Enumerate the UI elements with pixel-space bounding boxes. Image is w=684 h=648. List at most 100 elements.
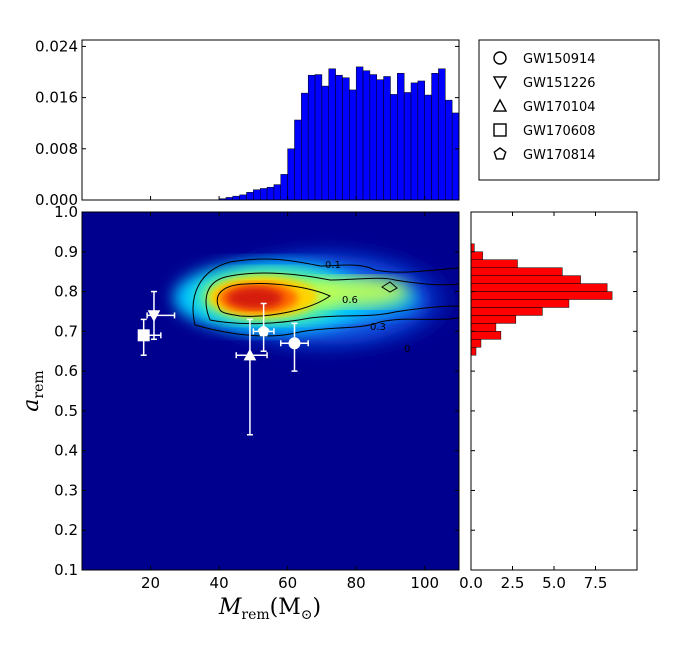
x-axis-title: Mrem(M⊙) (218, 595, 321, 623)
top-histogram-bar (403, 92, 412, 201)
main-x-tick-label: 100 (410, 574, 439, 592)
right-histogram-bar (470, 267, 563, 276)
main-y-tick-label: 0.4 (54, 442, 78, 460)
top-histogram-bar (349, 89, 357, 201)
top-histogram-bar (431, 73, 439, 201)
top-y-tick-label: 0.000 (35, 191, 78, 209)
top-histogram-bar (355, 66, 364, 201)
top-histogram-bar (417, 80, 425, 201)
main-x-tick-label: 20 (141, 574, 160, 592)
event-marker-pentagon (257, 325, 270, 337)
contour-outer-lower (194, 317, 459, 337)
contour-island (381, 281, 398, 293)
y-axis-title: arem (19, 370, 47, 411)
top-histogram-bar (266, 186, 275, 201)
top-histogram-bar (273, 184, 282, 201)
main-y-tick-label: 0.6 (54, 362, 78, 380)
top-histogram-bar (280, 174, 288, 201)
top-histogram-bar (335, 74, 343, 201)
event-marker-triangle-down (147, 310, 161, 322)
top-histogram-bar (397, 73, 405, 201)
contour-label-c: 0.3 (370, 322, 386, 333)
main-y-tick-label: 0.8 (54, 283, 78, 301)
top-y-tick-label: 0.016 (35, 89, 78, 107)
contour-mid (205, 272, 459, 321)
main-y-tick-label: 0.1 (54, 561, 78, 579)
legend-label: GW151226 (523, 76, 596, 91)
right-histogram-bar (470, 275, 581, 284)
right-histogram-bar (470, 259, 518, 268)
legend-entry-gw150914: GW150914 (493, 51, 596, 67)
contour-label-a: 0.1 (325, 260, 341, 271)
contour-outer (192, 258, 459, 326)
event-marker-circle (288, 337, 301, 350)
legend-label: GW170608 (523, 124, 596, 139)
top-histogram-bar (451, 112, 460, 201)
top-histogram-frame (81, 39, 460, 201)
legend-marker-pentagon (493, 147, 507, 160)
right-x-tick-label: 5.0 (542, 574, 566, 592)
event-marker-triangle-up (243, 348, 257, 361)
event-gw170104 (235, 318, 268, 436)
legend: GW150914 GW151226 GW170104 GW170608 GW170814 (478, 39, 660, 181)
top-histogram-bar (438, 68, 446, 201)
right-histogram-bar (470, 299, 570, 308)
legend-label: GW150914 (523, 52, 596, 67)
top-histogram-bar (239, 194, 247, 201)
right-histogram-bar (470, 331, 502, 340)
top-histogram-bar (314, 74, 323, 201)
right-histogram-bar (470, 315, 517, 324)
right-histogram-bar (470, 323, 497, 332)
top-histogram-bar (342, 77, 350, 201)
top-y-tick-label: 0.024 (35, 37, 78, 55)
legend-entry-gw170608: GW170608 (493, 123, 596, 139)
top-histogram-bar (321, 85, 330, 201)
top-histogram-bars (218, 66, 460, 201)
contour-label-b: 0.6 (342, 295, 358, 306)
main-x-ticks: 20 40 60 80 100 (141, 196, 439, 592)
top-histogram-bar (246, 192, 254, 201)
contour-mid-lower (209, 305, 459, 325)
right-histogram: 0.0 2.5 5.0 7.5 (459, 211, 638, 592)
top-histogram-bar (410, 82, 419, 201)
right-histogram-bar (470, 307, 543, 316)
right-x-tick-label: 2.5 (501, 574, 525, 592)
right-x-tick-label: 7.5 (584, 574, 608, 592)
top-histogram-bar (294, 119, 302, 201)
top-histogram-bar (369, 74, 377, 201)
legend-entry-gw151226: GW151226 (492, 76, 596, 91)
legend-items: GW150914 GW151226 GW170104 GW170608 GW170814 (492, 51, 596, 163)
main-y-tick-label: 1.0 (54, 203, 78, 221)
right-histogram-bar (470, 346, 477, 356)
event-gw151226 (146, 290, 176, 341)
main-y-tick-label: 0.9 (54, 243, 78, 261)
main-plot-frame (81, 211, 460, 571)
top-histogram-bar (376, 79, 384, 201)
main-y-tick-label: 0.7 (54, 322, 78, 340)
right-histogram-bar (470, 251, 483, 260)
legend-marker-triangle-down (492, 76, 508, 90)
top-histogram: 0.000 0.008 0.016 0.024 (35, 37, 460, 209)
event-gw170814 (252, 302, 275, 352)
top-histogram-y-ticks: 0.000 0.008 0.016 0.024 (35, 37, 459, 209)
top-histogram-bar (259, 188, 268, 201)
event-marker-square (137, 329, 150, 342)
main-x-tick-label: 40 (210, 574, 229, 592)
legend-marker-circle (493, 51, 507, 65)
right-histogram-y-ticks (471, 211, 637, 571)
right-histogram-bar (470, 339, 482, 348)
right-histogram-bars (470, 243, 613, 356)
legend-marker-triangle-up (492, 98, 508, 112)
top-histogram-bar (424, 94, 432, 201)
main-plot: 0.1 0.6 0.3 0 20 40 60 80 100 0.10.20.30.40.… (19, 196, 460, 623)
right-histogram-x-ticks: 0.0 2.5 5.0 7.5 (459, 212, 607, 592)
right-histogram-bar (470, 291, 613, 300)
right-histogram-bar (470, 283, 608, 292)
main-y-ticks: 0.1 0.2 0.3 0.4 0.5 0.6 0.7 0.8 0.9 1.0 (54, 203, 459, 579)
top-y-tick-label: 0.008 (35, 140, 78, 158)
top-histogram-bar (232, 195, 240, 201)
main-y-tick-label: 0.2 (54, 521, 78, 539)
top-histogram-bar (390, 94, 398, 201)
main-y-tick-label: 0.3 (54, 481, 78, 499)
